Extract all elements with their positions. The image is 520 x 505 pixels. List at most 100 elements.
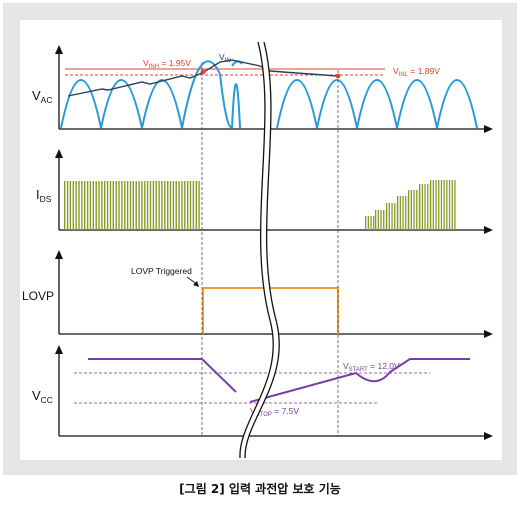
- ids-pulse: [370, 216, 372, 230]
- ids-pulse: [198, 181, 200, 230]
- ids-pulse: [421, 184, 423, 230]
- ids-pulse: [380, 210, 382, 230]
- ids-pulse: [187, 181, 189, 230]
- ids-pulse: [399, 196, 401, 230]
- ids-pulse: [377, 210, 379, 230]
- ids-pulse: [89, 181, 92, 230]
- ids-pulse: [64, 181, 66, 230]
- ids-pulse: [152, 181, 155, 230]
- vac-x-arrow: [484, 125, 493, 133]
- vinh-label: VINH = 1.95V: [143, 58, 191, 70]
- ids-pulse: [81, 181, 83, 230]
- ids-pulse: [443, 180, 445, 230]
- ids-pulse: [109, 181, 112, 230]
- lovp-triggered-arrowhead: [193, 281, 199, 287]
- figure-caption: [그림 2] 입력 과전압 보호 기능: [179, 482, 341, 496]
- ids-x-arrow: [484, 226, 493, 234]
- ids-switching-pulses-normal: [64, 181, 200, 230]
- ids-pulse: [451, 180, 453, 230]
- ids-pulse: [112, 181, 114, 230]
- ids-pulse: [438, 180, 440, 230]
- ids-pulse: [69, 181, 72, 230]
- ids-switching-pulses-restart: [365, 180, 456, 230]
- ids-y-arrow: [55, 149, 63, 158]
- ids-pulse: [101, 181, 103, 230]
- time-break-left: [239, 41, 274, 459]
- ids-pulse: [72, 181, 74, 230]
- ids-pulse: [169, 181, 172, 230]
- ids-pulse: [129, 181, 132, 230]
- ids-axis-label: IDS: [36, 187, 52, 204]
- ids-pulse: [104, 181, 106, 230]
- ids-pulse: [367, 216, 369, 230]
- ids-pulse: [419, 184, 421, 230]
- ids-pulse: [115, 181, 117, 230]
- ids-pulse: [386, 203, 388, 230]
- ids-pulse: [440, 180, 443, 230]
- ids-pulse: [106, 181, 109, 230]
- ids-pulse: [161, 181, 163, 230]
- ids-pulse: [144, 181, 146, 230]
- ids-pulse: [189, 181, 192, 230]
- ids-pulse: [388, 203, 390, 230]
- ids-pulse: [78, 181, 80, 230]
- lovp-x-arrow: [484, 330, 493, 338]
- ids-pulse: [181, 181, 183, 230]
- ids-pulse: [158, 181, 160, 230]
- ids-pulse: [435, 180, 437, 230]
- ids-pulse: [126, 181, 129, 230]
- ids-pulse: [391, 203, 393, 230]
- ids-pulse: [416, 190, 418, 230]
- ids-pulse: [408, 190, 410, 230]
- ids-pulse: [172, 181, 175, 230]
- ids-pulse: [155, 181, 157, 230]
- ids-pulse: [373, 216, 375, 230]
- vcc-axis-label: VCC: [32, 388, 53, 405]
- lovp-y-arrow: [55, 250, 63, 259]
- ids-pulse: [135, 181, 137, 230]
- ids-pulse: [427, 184, 429, 230]
- vac-y-arrow: [55, 45, 63, 54]
- ids-pulse: [195, 181, 197, 230]
- ids-pulse: [424, 184, 426, 230]
- ids-pulse: [432, 180, 434, 230]
- ids-pulse: [86, 181, 89, 230]
- vin-label: VIN: [219, 52, 231, 64]
- ids-pulse: [175, 181, 177, 230]
- ids-pulse: [430, 180, 432, 230]
- ids-pulse: [92, 181, 94, 230]
- ids-pulse: [413, 190, 415, 230]
- ids-pulse: [138, 181, 140, 230]
- ids-pulse: [95, 181, 97, 230]
- ids-pulse: [124, 181, 126, 230]
- ids-pulse: [66, 181, 69, 230]
- vcc-panel: VCC VSTART = 12.0V VSTOP = 7.5V: [32, 345, 493, 440]
- ids-pulse: [405, 196, 407, 230]
- lovp-triggered-label: LOVP Triggered: [131, 266, 192, 276]
- vcc-y-arrow: [55, 345, 63, 354]
- ids-pulse: [454, 180, 456, 230]
- ids-pulse: [397, 196, 399, 230]
- ids-pulse: [121, 181, 123, 230]
- ids-pulse: [365, 216, 367, 230]
- vinh-trigger-point: [200, 69, 206, 75]
- ids-pulse: [149, 181, 152, 230]
- ids-pulse: [141, 181, 143, 230]
- ids-pulse: [446, 180, 448, 230]
- vac-panel: VAC VINH = 1.95V VIN VINL = 1.89V: [32, 45, 493, 133]
- ids-pulse: [146, 181, 149, 230]
- ids-pulse: [394, 203, 396, 230]
- ids-pulse: [84, 181, 86, 230]
- ids-pulse: [164, 181, 166, 230]
- vcc-x-arrow: [484, 432, 493, 440]
- ids-pulse: [98, 181, 100, 230]
- vac-axis-label: VAC: [32, 88, 52, 105]
- ids-pulse: [410, 190, 412, 230]
- time-break-right: [244, 41, 280, 459]
- ids-panel: IDS: [36, 149, 493, 234]
- lovp-axis-label: LOVP: [22, 289, 54, 303]
- ids-pulse: [375, 210, 377, 230]
- vstop-label: VSTOP = 7.5V: [250, 406, 299, 418]
- ids-pulse: [448, 180, 451, 230]
- ids-pulse: [383, 210, 385, 230]
